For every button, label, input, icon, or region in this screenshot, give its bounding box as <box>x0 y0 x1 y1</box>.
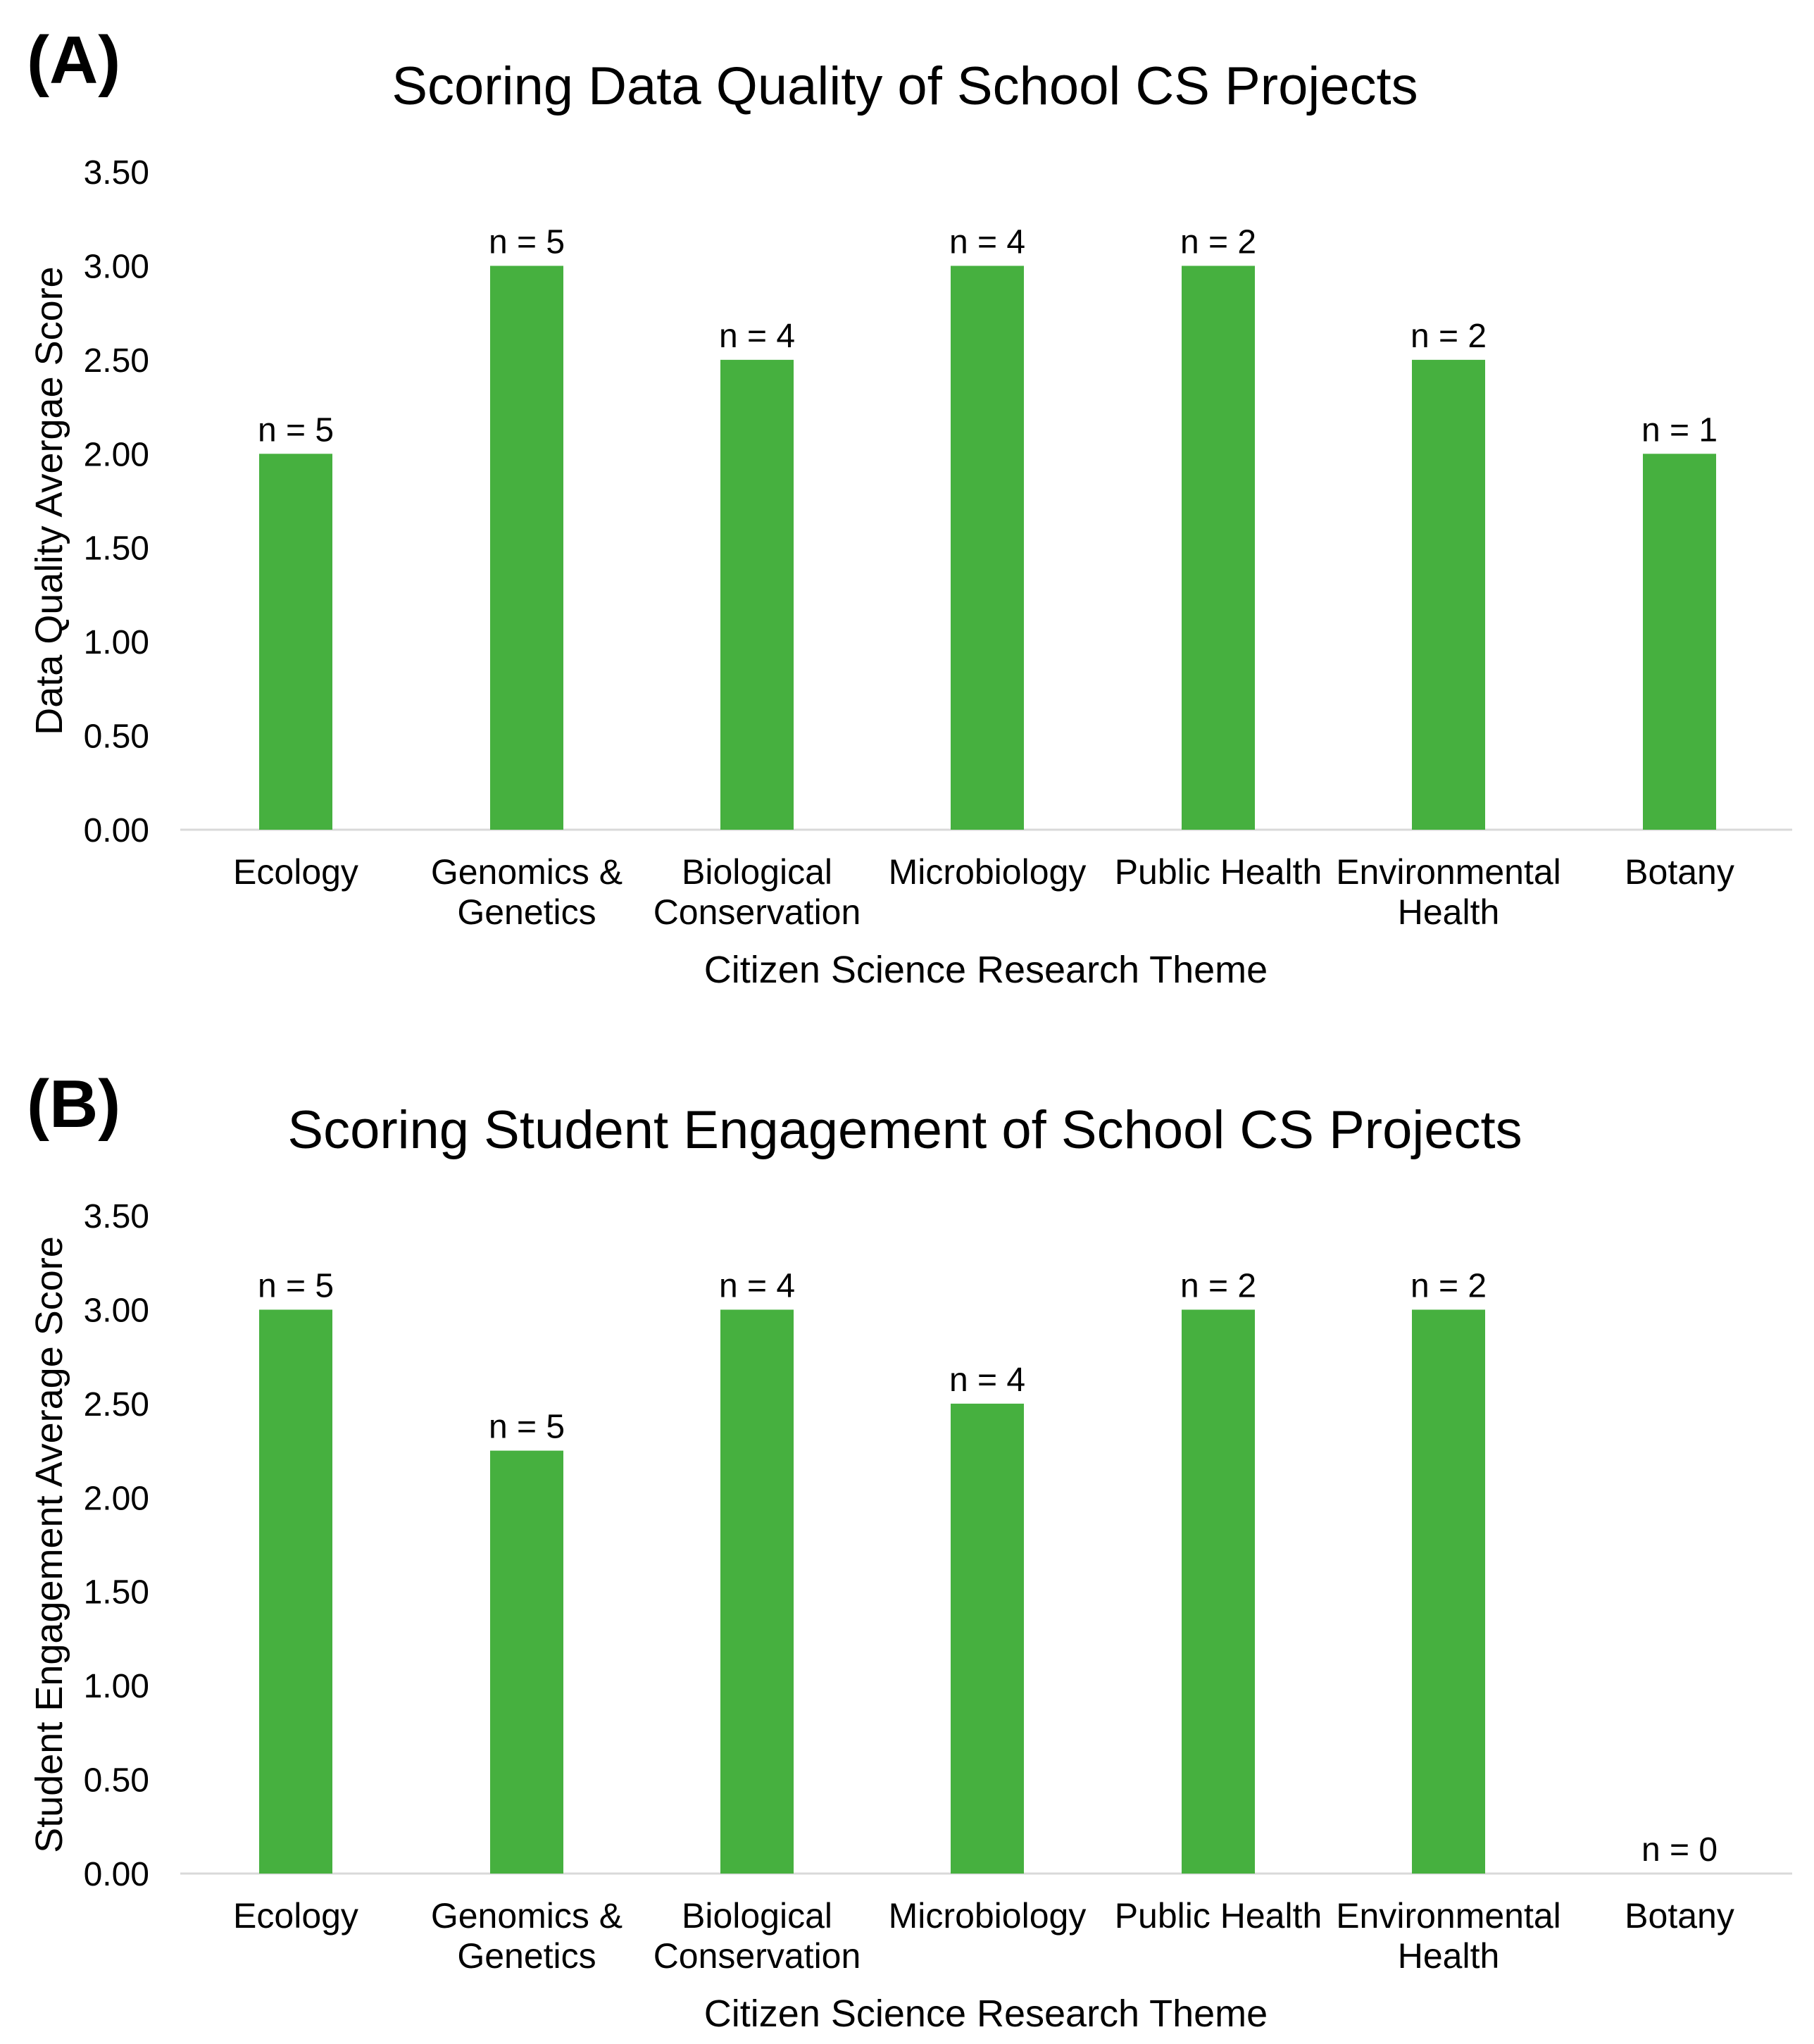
chart-b-y-tick-label: 0.50 <box>84 1762 149 1800</box>
chart-b-category-label: Microbiology <box>889 1896 1087 1936</box>
chart-b-data-label: n = 5 <box>258 1267 334 1304</box>
chart-b-y-tick-label: 1.50 <box>84 1574 149 1612</box>
chart-a-x-axis-title: Citizen Science Research Theme <box>704 949 1268 991</box>
chart-b-y-tick-label: 0.00 <box>84 1856 149 1893</box>
chart-b-title: Scoring Student Engagement of School CS … <box>287 1100 1522 1160</box>
chart-a-bar <box>720 359 794 830</box>
chart-a-data-label: n = 4 <box>949 223 1025 261</box>
chart-b-category-label: Genomics & <box>431 1896 623 1936</box>
chart-b-x-axis-title: Citizen Science Research Theme <box>704 1993 1268 2035</box>
chart-b-bar <box>720 1309 794 1874</box>
chart-a-data-label: n = 5 <box>258 411 334 449</box>
chart-a-category-label: Conservation <box>653 892 861 932</box>
chart-a-title: Scoring Data Quality of School CS Projec… <box>392 56 1418 116</box>
chart-a-y-axis-title: Data Quality Avergae Score <box>28 266 70 735</box>
chart-b-bar <box>1412 1309 1485 1874</box>
chart-a-category-label: Genetics <box>457 892 596 932</box>
chart-b-category-label: Conservation <box>653 1936 861 1976</box>
chart-b-category-label: Biological <box>682 1896 832 1936</box>
chart-b-data-label: n = 5 <box>489 1409 565 1446</box>
chart-b-category-label: Ecology <box>233 1896 358 1936</box>
chart-a-category-label: Public Health <box>1115 852 1322 892</box>
chart-b-bar <box>490 1450 563 1874</box>
chart-b-data-label: n = 4 <box>949 1361 1025 1399</box>
chart-b-panel-label: (B) <box>27 1066 120 1142</box>
chart-a-bar <box>1643 454 1716 830</box>
chart-a-bar <box>490 266 563 830</box>
chart-a-y-tick-label: 0.00 <box>84 812 149 849</box>
chart-b-data-label: n = 2 <box>1410 1267 1487 1304</box>
chart-a-category-label: Ecology <box>233 852 358 892</box>
chart-a-bar <box>1182 266 1255 830</box>
chart-b-y-tick-label: 3.00 <box>84 1292 149 1329</box>
chart-b-category-label: Environmental <box>1336 1896 1561 1936</box>
chart-a-y-tick-label: 2.50 <box>84 342 149 380</box>
chart-a-y-tick-label: 1.00 <box>84 624 149 661</box>
chart-b-category-label: Health <box>1398 1936 1500 1976</box>
chart-b-data-label: n = 4 <box>719 1267 795 1304</box>
chart-b-category-label: Public Health <box>1115 1896 1322 1936</box>
chart-a-data-label: n = 4 <box>719 318 795 355</box>
chart-a-y-tick-label: 1.50 <box>84 530 149 568</box>
chart-a-bar <box>259 454 332 830</box>
chart-a-category-label: Microbiology <box>889 852 1087 892</box>
chart-a-panel-label: (A) <box>27 23 120 98</box>
chart-b-y-tick-label: 3.50 <box>84 1198 149 1235</box>
chart-b-data-label: n = 2 <box>1180 1267 1256 1304</box>
chart-a-y-tick-label: 3.50 <box>84 154 149 192</box>
chart-b-category-label: Botany <box>1625 1896 1734 1936</box>
chart-a-y-tick-label: 3.00 <box>84 248 149 285</box>
chart-b-y-tick-label: 2.00 <box>84 1480 149 1517</box>
chart-a-bar <box>1412 359 1485 830</box>
chart-a-bar <box>951 266 1024 830</box>
chart-a-data-label: n = 5 <box>489 223 565 261</box>
chart-a-category-label: Environmental <box>1336 852 1561 892</box>
chart-a-category-label: Genomics & <box>431 852 623 892</box>
chart-b-y-axis-title: Student Engagement Average Score <box>28 1236 70 1853</box>
chart-b-y-tick-label: 1.00 <box>84 1668 149 1705</box>
chart-a-y-tick-label: 0.50 <box>84 718 149 756</box>
chart-b-bar <box>1182 1309 1255 1874</box>
chart-a-data-label: n = 2 <box>1180 223 1256 261</box>
chart-b-bar <box>259 1309 332 1874</box>
chart-b-y-tick-label: 2.50 <box>84 1386 149 1423</box>
chart-a-data-label: n = 1 <box>1641 411 1718 449</box>
chart-a-category-label: Botany <box>1625 852 1734 892</box>
chart-b-bar <box>951 1403 1024 1874</box>
chart-a-category-label: Health <box>1398 892 1500 932</box>
chart-b-category-label: Genetics <box>457 1936 596 1976</box>
chart-b-data-label: n = 0 <box>1641 1831 1718 1869</box>
chart-a-data-label: n = 2 <box>1410 318 1487 355</box>
chart-a-category-label: Biological <box>682 852 832 892</box>
chart-a-y-tick-label: 2.00 <box>84 436 149 473</box>
